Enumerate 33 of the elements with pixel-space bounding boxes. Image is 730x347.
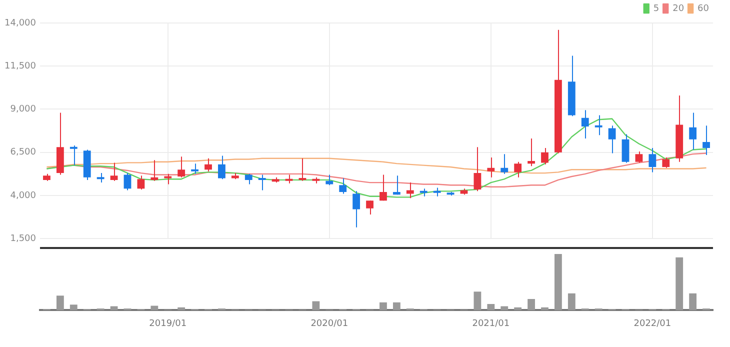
legend-label: 60 (698, 4, 710, 14)
y-tick-label: 4,000 (10, 190, 36, 201)
y-tick-label: 9,000 (10, 104, 36, 115)
bar (500, 306, 508, 310)
bar (568, 293, 576, 310)
bar (70, 304, 78, 310)
bar (56, 296, 64, 310)
bar (150, 306, 158, 310)
legend-label: 5 (653, 4, 660, 14)
x-tick-label: 2019/01 (149, 318, 187, 329)
bar (392, 302, 400, 310)
y-tick-label: 1,500 (10, 234, 36, 244)
bar (528, 298, 535, 310)
candlestick (608, 125, 616, 154)
bar (178, 307, 186, 310)
y-tick-label: 14,000 (4, 18, 36, 28)
candlestick (366, 200, 374, 215)
bar (554, 254, 562, 310)
bar (487, 304, 495, 310)
x-tick-label: 2021/01 (472, 318, 510, 329)
candlestick (43, 173, 50, 182)
bar (380, 302, 387, 310)
x-tick-label: 2022/01 (634, 318, 672, 329)
y-tick-label: 6,500 (10, 148, 36, 158)
bar (676, 257, 684, 310)
y-tick-label: 11,500 (4, 61, 36, 72)
legend-label: 20 (672, 4, 684, 14)
bar (541, 307, 548, 310)
bar (514, 307, 522, 310)
bar (312, 301, 320, 310)
bar (689, 293, 697, 310)
x-tick-label: 2020/01 (310, 318, 348, 329)
bar (474, 292, 482, 310)
